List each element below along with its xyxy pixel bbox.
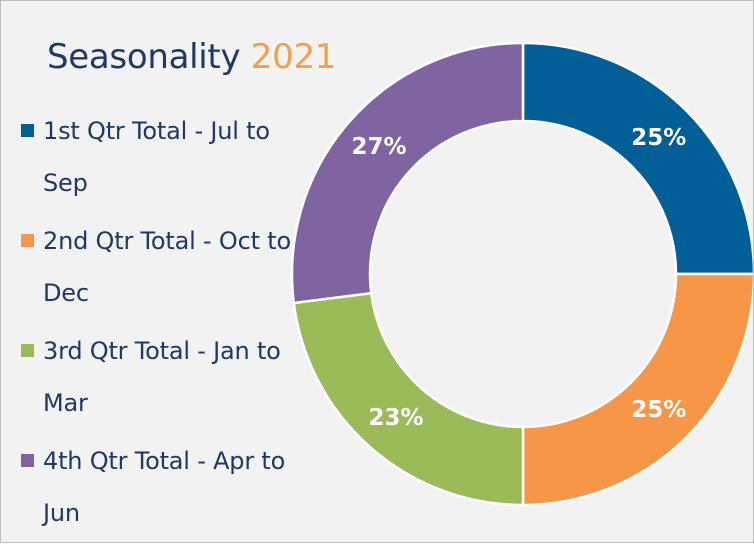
legend-swatch-q1 [21, 124, 34, 137]
donut-slice-q4 [290, 41, 525, 305]
chart-title-main: Seasonality [47, 37, 241, 77]
legend-item-q2: 2nd Qtr Total - Oct to Dec [21, 215, 296, 325]
legend: 1st Qtr Total - Jul to Sep 2nd Qtr Total… [21, 105, 296, 545]
data-label-q2: 25% [631, 397, 686, 423]
donut-slice-q1 [521, 41, 753, 276]
data-label-q1: 25% [631, 125, 686, 151]
donut-slice-q3 [292, 291, 525, 507]
legend-label-q4: 4th Qtr Total - Apr to Jun [43, 447, 286, 527]
donut-slice-q2 [521, 272, 753, 507]
legend-label-q2: 2nd Qtr Total - Oct to Dec [43, 227, 291, 307]
legend-swatch-q2 [21, 234, 34, 247]
chart-title: Seasonality 2021 [47, 35, 336, 79]
legend-label-q3: 3rd Qtr Total - Jan to Mar [43, 337, 281, 417]
legend-label-q1: 1st Qtr Total - Jul to Sep [43, 117, 270, 197]
legend-swatch-q4 [21, 454, 34, 467]
legend-swatch-q3 [21, 344, 34, 357]
data-label-q3: 23% [368, 405, 423, 431]
legend-item-q3: 3rd Qtr Total - Jan to Mar [21, 325, 296, 435]
legend-item-q1: 1st Qtr Total - Jul to Sep [21, 105, 296, 215]
chart-title-year: 2021 [250, 37, 337, 77]
legend-item-q4: 4th Qtr Total - Apr to Jun [21, 435, 296, 545]
data-label-q4: 27% [351, 134, 406, 160]
